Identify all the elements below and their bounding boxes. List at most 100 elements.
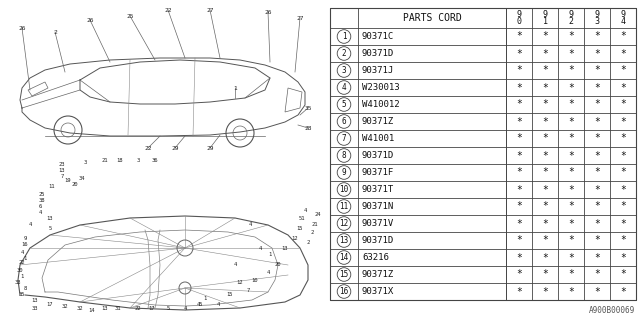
Text: *: *: [568, 133, 574, 143]
Text: 3: 3: [342, 66, 346, 75]
Text: 90371Z: 90371Z: [362, 117, 394, 126]
Text: 4: 4: [342, 83, 346, 92]
Text: *: *: [620, 202, 626, 212]
Text: 32: 32: [77, 306, 83, 310]
Text: 9: 9: [342, 168, 346, 177]
Text: 29: 29: [172, 146, 179, 150]
Text: *: *: [620, 269, 626, 279]
Text: W230013: W230013: [362, 83, 399, 92]
Text: *: *: [542, 202, 548, 212]
Text: 2: 2: [342, 49, 346, 58]
Text: *: *: [620, 100, 626, 109]
Text: *: *: [516, 167, 522, 178]
Text: *: *: [542, 219, 548, 228]
Text: 90371J: 90371J: [362, 66, 394, 75]
Text: *: *: [516, 286, 522, 297]
Text: 23: 23: [59, 162, 65, 166]
Text: 4: 4: [248, 222, 252, 228]
Text: *: *: [594, 236, 600, 245]
Text: 2: 2: [307, 239, 310, 244]
Text: 1: 1: [20, 274, 24, 278]
Text: 8: 8: [24, 285, 27, 291]
Text: 4: 4: [259, 245, 262, 251]
Text: 5: 5: [166, 306, 170, 310]
Text: 1: 1: [268, 252, 271, 258]
Text: 27: 27: [296, 15, 304, 20]
Text: *: *: [594, 167, 600, 178]
Text: W410012: W410012: [362, 100, 399, 109]
Text: *: *: [542, 150, 548, 161]
Text: 6: 6: [342, 117, 346, 126]
Text: 12: 12: [237, 279, 243, 284]
Text: *: *: [516, 252, 522, 262]
Text: 28: 28: [304, 125, 312, 131]
Text: 9
1: 9 1: [543, 10, 547, 27]
Text: *: *: [568, 219, 574, 228]
Text: *: *: [516, 100, 522, 109]
Text: 25: 25: [39, 193, 45, 197]
Text: *: *: [620, 116, 626, 126]
Text: *: *: [568, 83, 574, 92]
Text: *: *: [594, 286, 600, 297]
Text: 17: 17: [148, 306, 156, 310]
Text: 1: 1: [24, 255, 27, 260]
Text: 2: 2: [310, 229, 314, 235]
Text: *: *: [620, 286, 626, 297]
Text: *: *: [568, 286, 574, 297]
Text: 8: 8: [342, 151, 346, 160]
Text: 5: 5: [49, 226, 52, 230]
Text: *: *: [516, 219, 522, 228]
Text: 7: 7: [342, 134, 346, 143]
Text: 9: 9: [24, 236, 27, 241]
Text: *: *: [542, 286, 548, 297]
Text: 21: 21: [102, 158, 108, 164]
Text: 1: 1: [233, 85, 237, 91]
Text: 33: 33: [32, 306, 38, 310]
Text: *: *: [516, 116, 522, 126]
Text: 14: 14: [89, 308, 95, 313]
Text: *: *: [516, 150, 522, 161]
Text: 2: 2: [53, 29, 57, 35]
Text: *: *: [568, 269, 574, 279]
Text: *: *: [568, 116, 574, 126]
Text: 38: 38: [39, 197, 45, 203]
Text: *: *: [620, 236, 626, 245]
Text: *: *: [542, 83, 548, 92]
Text: *: *: [620, 133, 626, 143]
Text: 63216: 63216: [362, 253, 389, 262]
Text: *: *: [542, 252, 548, 262]
Text: 4: 4: [266, 269, 269, 275]
Text: *: *: [568, 202, 574, 212]
Text: 1: 1: [204, 295, 207, 300]
Text: 22: 22: [19, 260, 25, 266]
Text: *: *: [594, 66, 600, 76]
Text: 13: 13: [102, 306, 108, 310]
Text: 6: 6: [38, 204, 42, 210]
Text: 51: 51: [299, 215, 305, 220]
Text: 7: 7: [60, 174, 63, 180]
Text: *: *: [620, 167, 626, 178]
Text: *: *: [516, 133, 522, 143]
Text: 90371C: 90371C: [362, 32, 394, 41]
Text: 90371T: 90371T: [362, 185, 394, 194]
Text: *: *: [568, 236, 574, 245]
Text: 19: 19: [65, 178, 71, 182]
Text: *: *: [568, 49, 574, 59]
Text: 22: 22: [164, 7, 172, 12]
Text: *: *: [542, 185, 548, 195]
Text: *: *: [620, 83, 626, 92]
Text: 4: 4: [38, 211, 42, 215]
Text: 15: 15: [297, 226, 303, 230]
Text: 29: 29: [206, 146, 214, 150]
Text: *: *: [542, 167, 548, 178]
Text: *: *: [620, 219, 626, 228]
Text: *: *: [594, 116, 600, 126]
Text: *: *: [542, 269, 548, 279]
Text: 21: 21: [312, 222, 318, 228]
Text: 26: 26: [86, 18, 93, 22]
Text: 9
0: 9 0: [516, 10, 522, 27]
Text: 90371D: 90371D: [362, 236, 394, 245]
Text: *: *: [542, 236, 548, 245]
Text: *: *: [594, 31, 600, 42]
Text: *: *: [594, 269, 600, 279]
